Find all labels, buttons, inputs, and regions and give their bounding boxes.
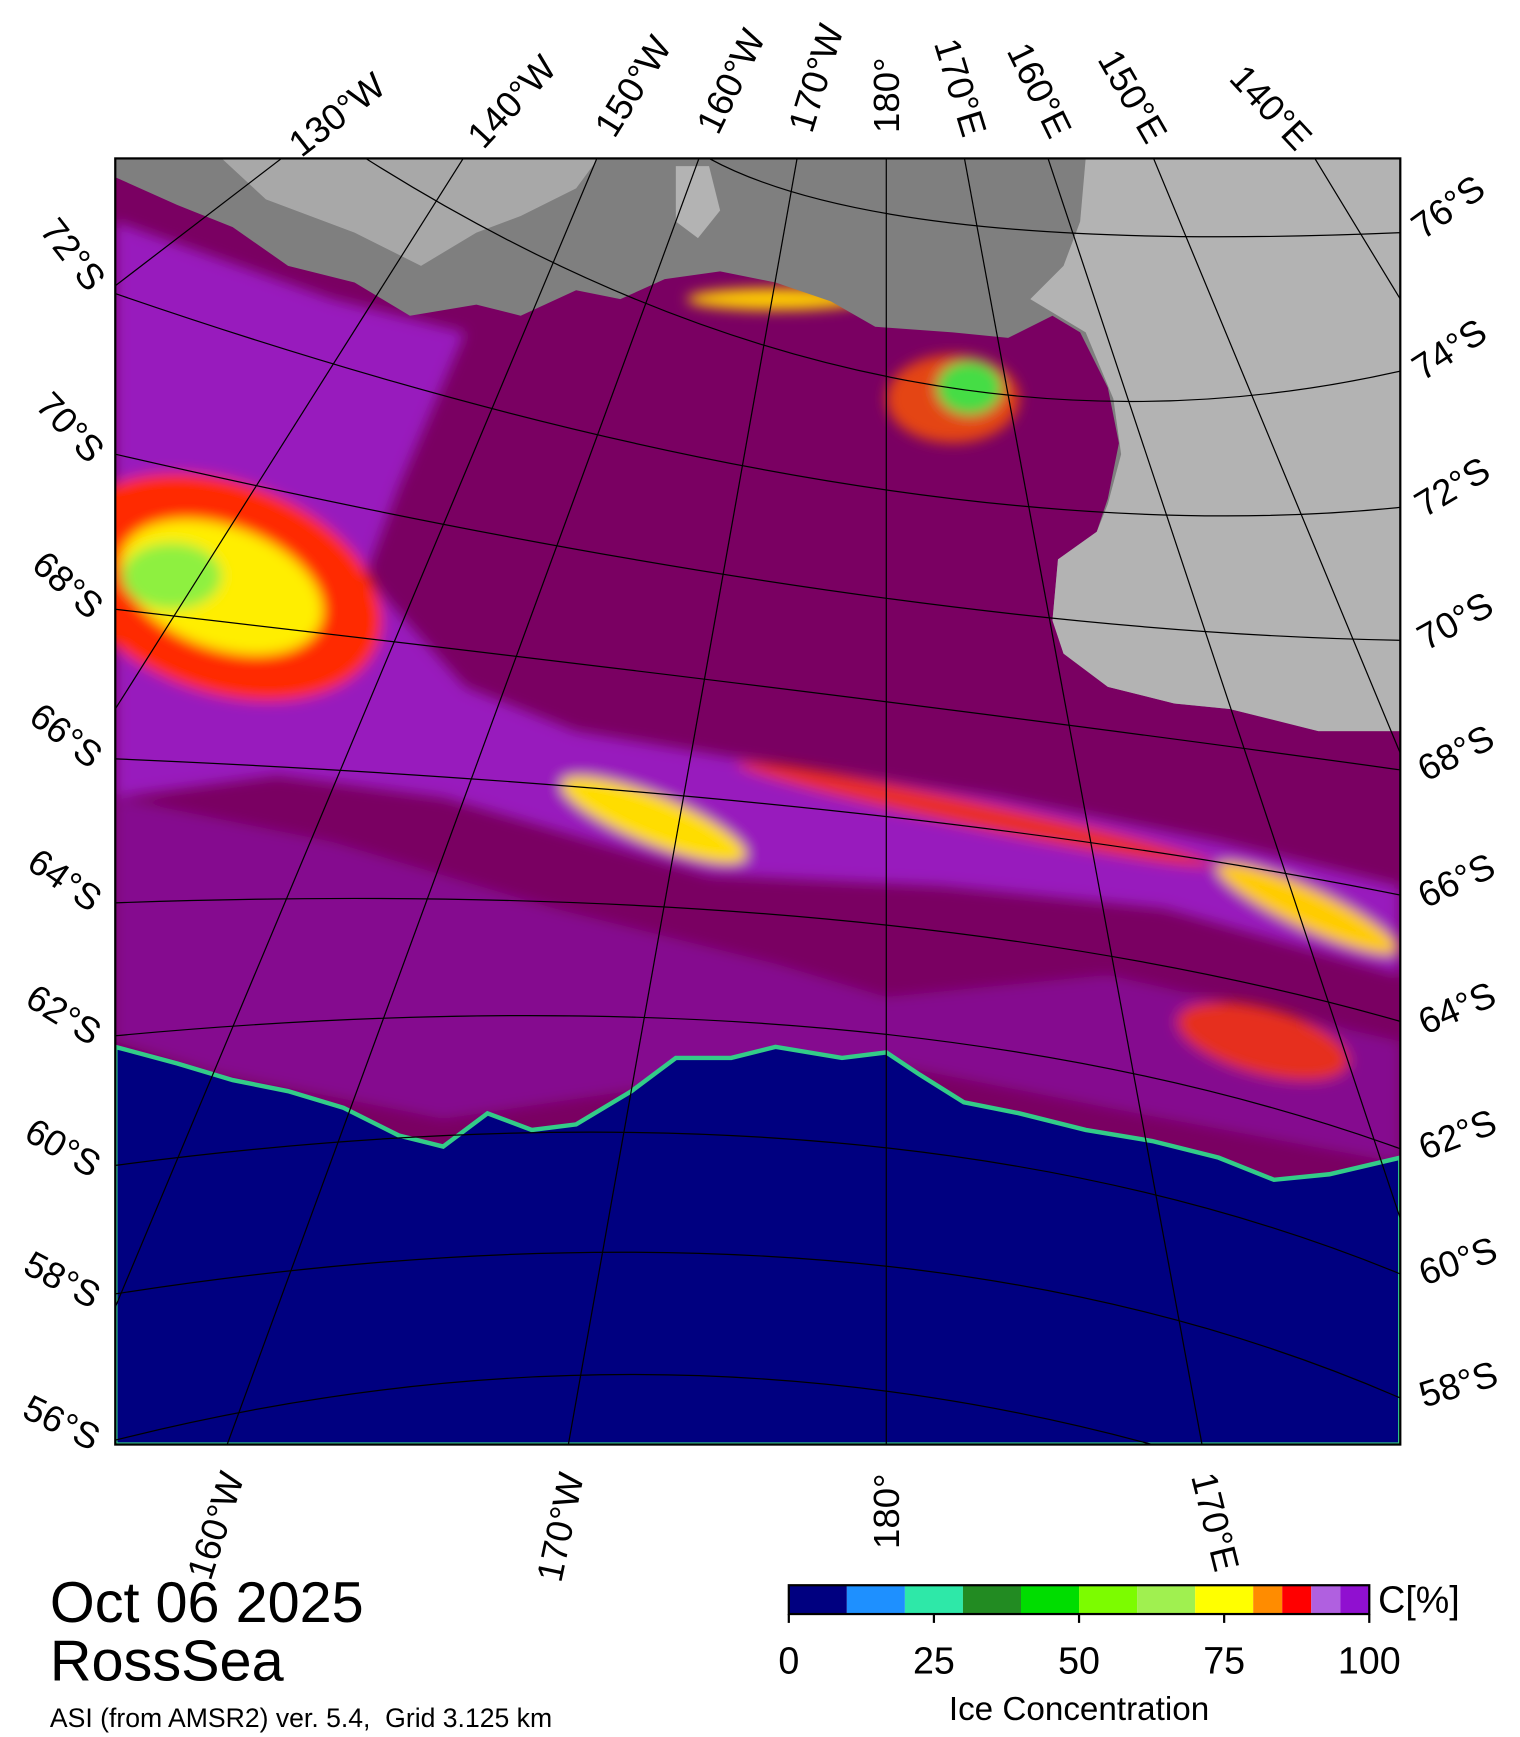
colorbar-segment	[1020, 1585, 1080, 1615]
longitude-label: 160°W	[688, 22, 773, 139]
latitude-label: 62°S	[19, 976, 108, 1053]
latitude-label: 66°S	[1412, 845, 1502, 916]
longitude-label: 170°W	[780, 19, 852, 137]
colorbar-segment	[1282, 1585, 1312, 1615]
longitude-label: 170°W	[529, 1469, 592, 1586]
colorbar-label: Ice Concentration	[949, 1691, 1209, 1728]
graticule	[115, 158, 1401, 1445]
latitude-label: 76°S	[1404, 167, 1493, 247]
land	[675, 166, 721, 239]
colorbar-unit: C[%]	[1378, 1579, 1460, 1621]
colorbar: 0 25 50 75 100	[778, 1584, 1401, 1682]
colorbar-segment	[962, 1585, 1021, 1615]
land	[1030, 158, 1401, 732]
colorbar-segment	[1137, 1585, 1196, 1615]
colorbar-segment	[904, 1585, 963, 1615]
longitude-label: 170°E	[1183, 1468, 1247, 1575]
longitude-label: 160°E	[999, 36, 1080, 144]
latitude-label: 72°S	[1407, 449, 1496, 525]
latitude-label: 58°S	[1414, 1353, 1502, 1415]
latitude-label: 72°S	[32, 210, 113, 298]
map-frame	[114, 157, 1402, 1446]
longitude-label: 140°E	[1222, 57, 1320, 158]
longitude-label: 150°W	[586, 28, 679, 144]
date-title: Oct 06 2025	[50, 1571, 364, 1635]
longitude-label: 140°W	[459, 47, 564, 156]
ice-variation	[115, 221, 1401, 1164]
colorbar-segment	[846, 1585, 905, 1615]
colorbar-tick-label: 50	[1058, 1640, 1100, 1682]
colorbar-tick-label: 25	[913, 1640, 955, 1682]
latitude-label: 58°S	[18, 1243, 108, 1317]
colorbar-segment	[1340, 1585, 1370, 1615]
longitude-label: 150°E	[1090, 43, 1175, 150]
source-note: ASI (from AMSR2) ver. 5.4, Grid 3.125 km	[50, 1703, 552, 1733]
latitude-label: 60°S	[18, 1110, 107, 1185]
latitude-label: 74°S	[1405, 311, 1494, 389]
colorbar-tick-label: 100	[1338, 1640, 1401, 1682]
colorbar-segment	[1311, 1585, 1341, 1615]
latitude-label: 70°S	[28, 384, 112, 470]
longitude-label: 180°	[866, 1473, 907, 1549]
latitude-label: 62°S	[1413, 1101, 1502, 1168]
longitude-label: 160°W	[179, 1467, 252, 1585]
colorbar-segment	[1195, 1585, 1254, 1615]
longitude-label: 170°E	[926, 34, 994, 142]
region-title: RossSea	[50, 1630, 285, 1694]
colorbar-segment	[1253, 1585, 1283, 1615]
colorbar-tick-label: 0	[778, 1640, 799, 1682]
latitude-label: 64°S	[21, 840, 110, 919]
latitude-label: 70°S	[1410, 584, 1500, 658]
latitude-label: 64°S	[1412, 974, 1501, 1043]
latitude-label: 68°S	[25, 543, 112, 627]
map-area	[115, 158, 1401, 1445]
open-ocean	[115, 1044, 1401, 1445]
latitude-label: 68°S	[1411, 717, 1501, 790]
latitude-label: 56°S	[17, 1387, 107, 1459]
latitude-label: 66°S	[22, 695, 110, 776]
land	[221, 158, 599, 266]
longitude-label: 130°W	[281, 64, 393, 164]
colorbar-segment	[788, 1585, 847, 1615]
latitude-label: 60°S	[1414, 1229, 1503, 1294]
colorbar-tick-label: 75	[1203, 1640, 1245, 1682]
colorbar-segment	[1079, 1585, 1138, 1615]
longitude-label: 180°	[866, 57, 907, 133]
